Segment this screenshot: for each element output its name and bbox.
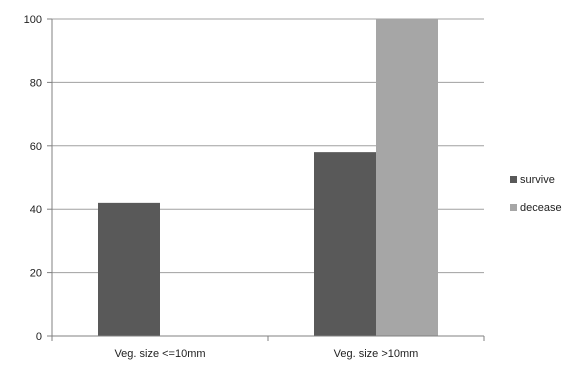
- legend: survive decease: [510, 174, 562, 214]
- axes: [47, 18, 485, 341]
- bar-survive-1: [314, 152, 376, 336]
- legend-swatch-decease: [510, 204, 517, 211]
- legend-label-survive: survive: [520, 174, 555, 186]
- x-category-labels: Veg. size <=10mm Veg. size >10mm: [114, 348, 418, 360]
- bar-survive-0: [98, 202, 160, 336]
- legend-label-decease: decease: [520, 202, 562, 214]
- legend-swatch-survive: [510, 176, 517, 183]
- y-tick-label: 40: [30, 204, 42, 216]
- y-tick-label: 0: [36, 331, 42, 343]
- y-tick-label: 60: [30, 141, 42, 153]
- y-tick-label: 20: [30, 268, 42, 280]
- y-tick-label: 80: [30, 77, 42, 89]
- x-category-label: Veg. size >10mm: [334, 348, 419, 360]
- bar-decease-1: [376, 19, 438, 336]
- y-tick-labels: 0 20 40 60 80 100: [24, 14, 42, 343]
- x-category-label: Veg. size <=10mm: [114, 348, 205, 360]
- bars: [98, 19, 438, 336]
- y-tick-label: 100: [24, 14, 42, 26]
